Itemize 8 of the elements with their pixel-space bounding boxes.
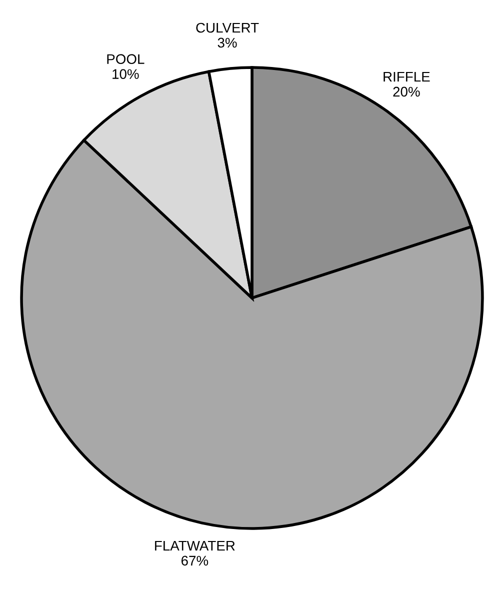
data-label: 20% (393, 86, 420, 97)
data-label: 67% (181, 556, 208, 566)
data-label: 3% (218, 38, 237, 48)
slice-label: CULVERT (196, 22, 259, 33)
data-label: 10% (112, 69, 139, 79)
slice-label: POOL (107, 54, 144, 64)
slice-label: RIFFLE (384, 72, 430, 82)
slice-label: FLATWATER (155, 540, 235, 551)
